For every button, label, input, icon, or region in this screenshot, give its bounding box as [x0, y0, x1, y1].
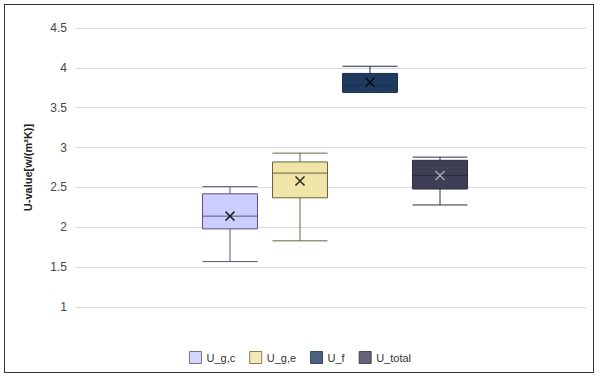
svg-text:3: 3 — [60, 141, 67, 155]
svg-text:3.5: 3.5 — [50, 101, 67, 115]
svg-text:U_g,c: U_g,c — [206, 352, 235, 364]
svg-text:2.5: 2.5 — [50, 180, 67, 194]
svg-text:U-value[w/(m²K)]: U-value[w/(m²K)] — [22, 123, 34, 211]
svg-text:1: 1 — [60, 300, 67, 314]
svg-text:U_f: U_f — [328, 352, 346, 364]
svg-text:1.5: 1.5 — [50, 260, 67, 274]
svg-text:4.5: 4.5 — [50, 21, 67, 35]
svg-text:4: 4 — [60, 61, 67, 75]
svg-text:2: 2 — [60, 220, 67, 234]
svg-text:U_total: U_total — [376, 352, 411, 364]
svg-text:U_g,e: U_g,e — [267, 352, 296, 364]
